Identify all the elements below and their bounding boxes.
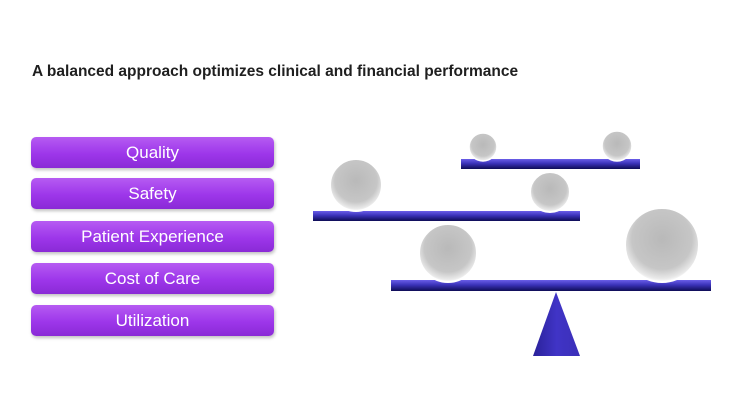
weight-ball-icon — [529, 171, 571, 213]
category-patient-experience: Patient Experience — [31, 221, 274, 252]
category-quality: Quality — [31, 137, 274, 168]
bottom-beam — [391, 280, 711, 291]
weight-ball-icon — [418, 223, 478, 283]
category-safety: Safety — [31, 178, 274, 209]
weight-ball-icon — [468, 132, 498, 162]
middle-beam — [313, 211, 580, 221]
weight-ball-icon — [601, 130, 633, 162]
weight-ball-icon — [329, 158, 383, 212]
slide-title: A balanced approach optimizes clinical a… — [32, 63, 519, 80]
weight-ball-icon — [624, 207, 700, 283]
category-cost-of-care: Cost of Care — [31, 263, 274, 294]
category-utilization: Utilization — [31, 305, 274, 336]
fulcrum-triangle-icon — [533, 292, 580, 356]
top-beam — [461, 159, 640, 169]
